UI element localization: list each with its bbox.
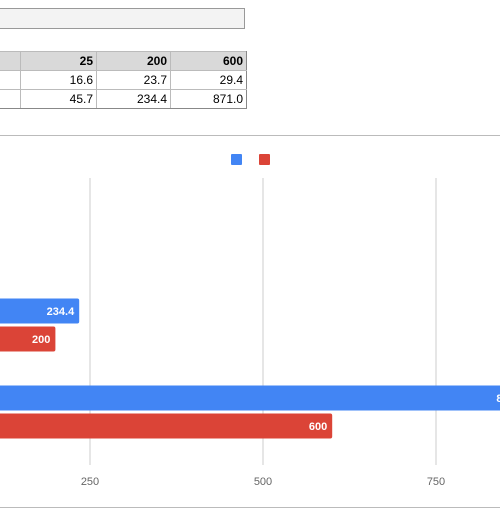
cell[interactable]: 234.4: [96, 89, 171, 109]
header-row: 25 200 600: [0, 51, 247, 71]
legend-swatch: [259, 154, 270, 165]
x-tick-label: 500: [254, 476, 272, 488]
row: 45.7 234.4 871.0: [0, 89, 247, 109]
separator: [0, 135, 500, 136]
value-label: 200: [32, 334, 50, 346]
x-tick-label: 250: [81, 476, 99, 488]
value-label: 600: [309, 421, 327, 433]
bar: [0, 413, 333, 439]
bar: [0, 385, 500, 411]
separator: [0, 507, 500, 508]
bar: [0, 298, 80, 324]
bar: [0, 326, 56, 352]
header-cell[interactable]: 200: [96, 51, 171, 71]
cell[interactable]: 871.0: [170, 89, 247, 109]
data-table: 25 200 600 16.6 23.7 29.4 45.7 234.4 871…: [0, 51, 247, 109]
value-label: 871: [496, 393, 500, 405]
text-input[interactable]: [0, 8, 245, 29]
x-tick-label: 750: [427, 476, 445, 488]
header-cell[interactable]: 25: [20, 51, 97, 71]
header-cell[interactable]: 600: [170, 51, 247, 71]
value-label: 234.4: [47, 306, 75, 318]
legend-swatch: [231, 154, 242, 165]
